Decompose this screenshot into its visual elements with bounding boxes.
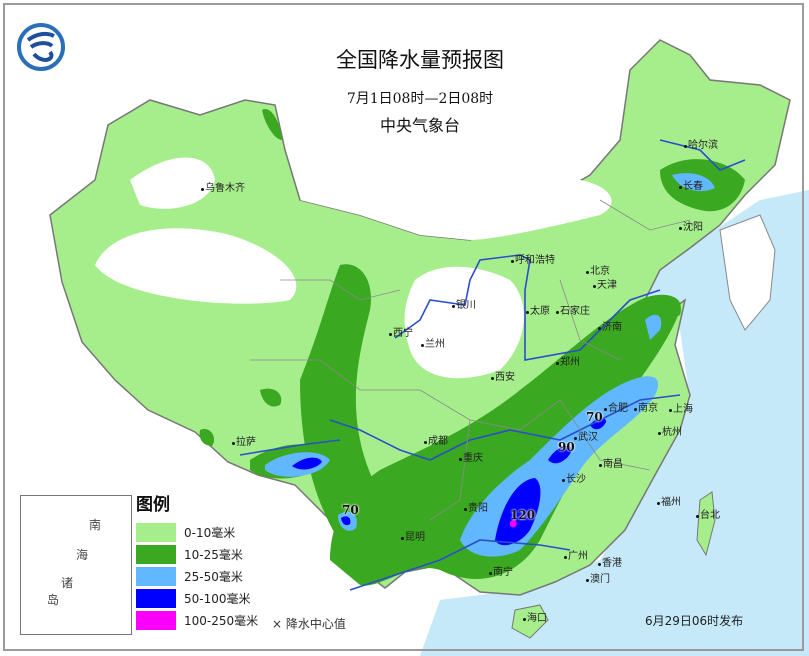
rain-100-250mm-area xyxy=(509,519,517,528)
province-borders xyxy=(250,199,691,521)
city-label: 香港 xyxy=(598,558,622,569)
legend-item: 0-10毫米 xyxy=(136,523,235,542)
precip-center-value: 90 xyxy=(558,440,575,454)
precip-center-value: 70 xyxy=(342,503,359,517)
city-label: 沈阳 xyxy=(679,222,703,233)
city-label: 福州 xyxy=(657,497,681,508)
cma-logo-icon xyxy=(17,23,65,71)
legend-label: 10-25毫米 xyxy=(184,548,243,562)
city-label: 南宁 xyxy=(489,567,513,578)
no-rain-area-mongolia xyxy=(300,174,612,240)
issued-time: 6月29日06时发布 xyxy=(645,614,744,628)
city-label: 长春 xyxy=(679,181,703,192)
city-label: 合肥 xyxy=(604,403,628,414)
legend-label: 25-50毫米 xyxy=(184,570,243,584)
legend-item: 25-50毫米 xyxy=(136,567,243,586)
legend-center-note: × 降水中心值 xyxy=(272,615,346,632)
city-label: 上海 xyxy=(669,404,693,415)
city-label: 西宁 xyxy=(389,328,413,339)
inset-label: 诸 xyxy=(61,576,74,590)
legend-title: 图例 xyxy=(136,495,170,515)
city-label: 长沙 xyxy=(562,474,586,485)
city-label: 石家庄 xyxy=(556,306,590,317)
city-label: 哈尔滨 xyxy=(684,140,718,151)
center-label: 降水中心值 xyxy=(285,617,346,631)
ocean xyxy=(420,190,809,656)
legend-label: 50-100毫米 xyxy=(184,592,251,606)
city-label: 昆明 xyxy=(401,532,425,543)
legend-item: 50-100毫米 xyxy=(136,589,251,608)
rain-50-100mm-areas xyxy=(292,418,606,546)
city-label: 南昌 xyxy=(599,459,623,470)
city-label: 澳门 xyxy=(586,574,610,585)
legend-swatch xyxy=(136,589,176,608)
city-label: 南京 xyxy=(634,403,658,414)
no-rain-area-xinjiang xyxy=(95,228,297,304)
city-label: 武汉 xyxy=(574,432,598,443)
city-label: 重庆 xyxy=(459,453,483,464)
map-frame xyxy=(3,3,804,651)
city-label: 杭州 xyxy=(658,427,682,438)
city-label: 海口 xyxy=(523,613,547,624)
legend-swatch xyxy=(136,523,176,542)
city-label: 银川 xyxy=(452,300,476,311)
precip-center-value: 70 xyxy=(586,410,603,424)
city-label: 成都 xyxy=(424,436,448,447)
forecast-period: 7月1日08时—2日08时 xyxy=(346,91,494,107)
city-label: 天津 xyxy=(593,280,617,291)
city-label: 广州 xyxy=(564,551,588,562)
center-marker-icon: × xyxy=(272,617,283,631)
inset-label: 海 xyxy=(76,548,89,562)
legend-item: 100-250毫米 xyxy=(136,611,258,630)
city-label: 济南 xyxy=(598,322,622,333)
korean-peninsula xyxy=(719,214,776,331)
map-title: 全国降水量预报图 xyxy=(336,48,504,72)
legend-label: 100-250毫米 xyxy=(184,614,259,628)
no-rain-area-nw xyxy=(130,157,215,209)
city-label: 贵阳 xyxy=(464,503,488,514)
taiwan xyxy=(696,491,716,557)
city-label: 兰州 xyxy=(421,339,445,350)
city-label: 郑州 xyxy=(556,357,580,368)
inset-label: 南 xyxy=(89,518,102,532)
city-label: 太原 xyxy=(526,306,550,317)
inset-label: 岛 xyxy=(47,593,60,607)
city-label: 拉萨 xyxy=(232,437,256,448)
rivers xyxy=(239,139,746,591)
city-label: 台北 xyxy=(696,510,720,521)
legend-swatch xyxy=(136,545,176,564)
city-label: 西安 xyxy=(491,372,515,383)
precip-center-value: 120 xyxy=(510,508,536,522)
no-rain-area-ningxia xyxy=(404,266,524,379)
legend-swatch xyxy=(136,611,176,630)
city-label: 呼和浩特 xyxy=(511,255,555,266)
legend-swatch xyxy=(136,567,176,586)
hainan xyxy=(511,604,549,639)
south-china-sea-inset: 南 海 诸 岛 xyxy=(20,495,132,635)
legend-label: 0-10毫米 xyxy=(184,526,236,540)
legend-item: 10-25毫米 xyxy=(136,545,243,564)
city-label: 北京 xyxy=(586,266,610,277)
organization: 中央气象台 xyxy=(379,116,460,135)
city-label: 乌鲁木齐 xyxy=(201,183,245,194)
